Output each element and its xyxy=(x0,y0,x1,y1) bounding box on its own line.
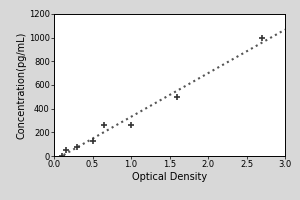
X-axis label: Optical Density: Optical Density xyxy=(132,172,207,182)
Y-axis label: Concentration(pg/mL): Concentration(pg/mL) xyxy=(16,31,26,139)
